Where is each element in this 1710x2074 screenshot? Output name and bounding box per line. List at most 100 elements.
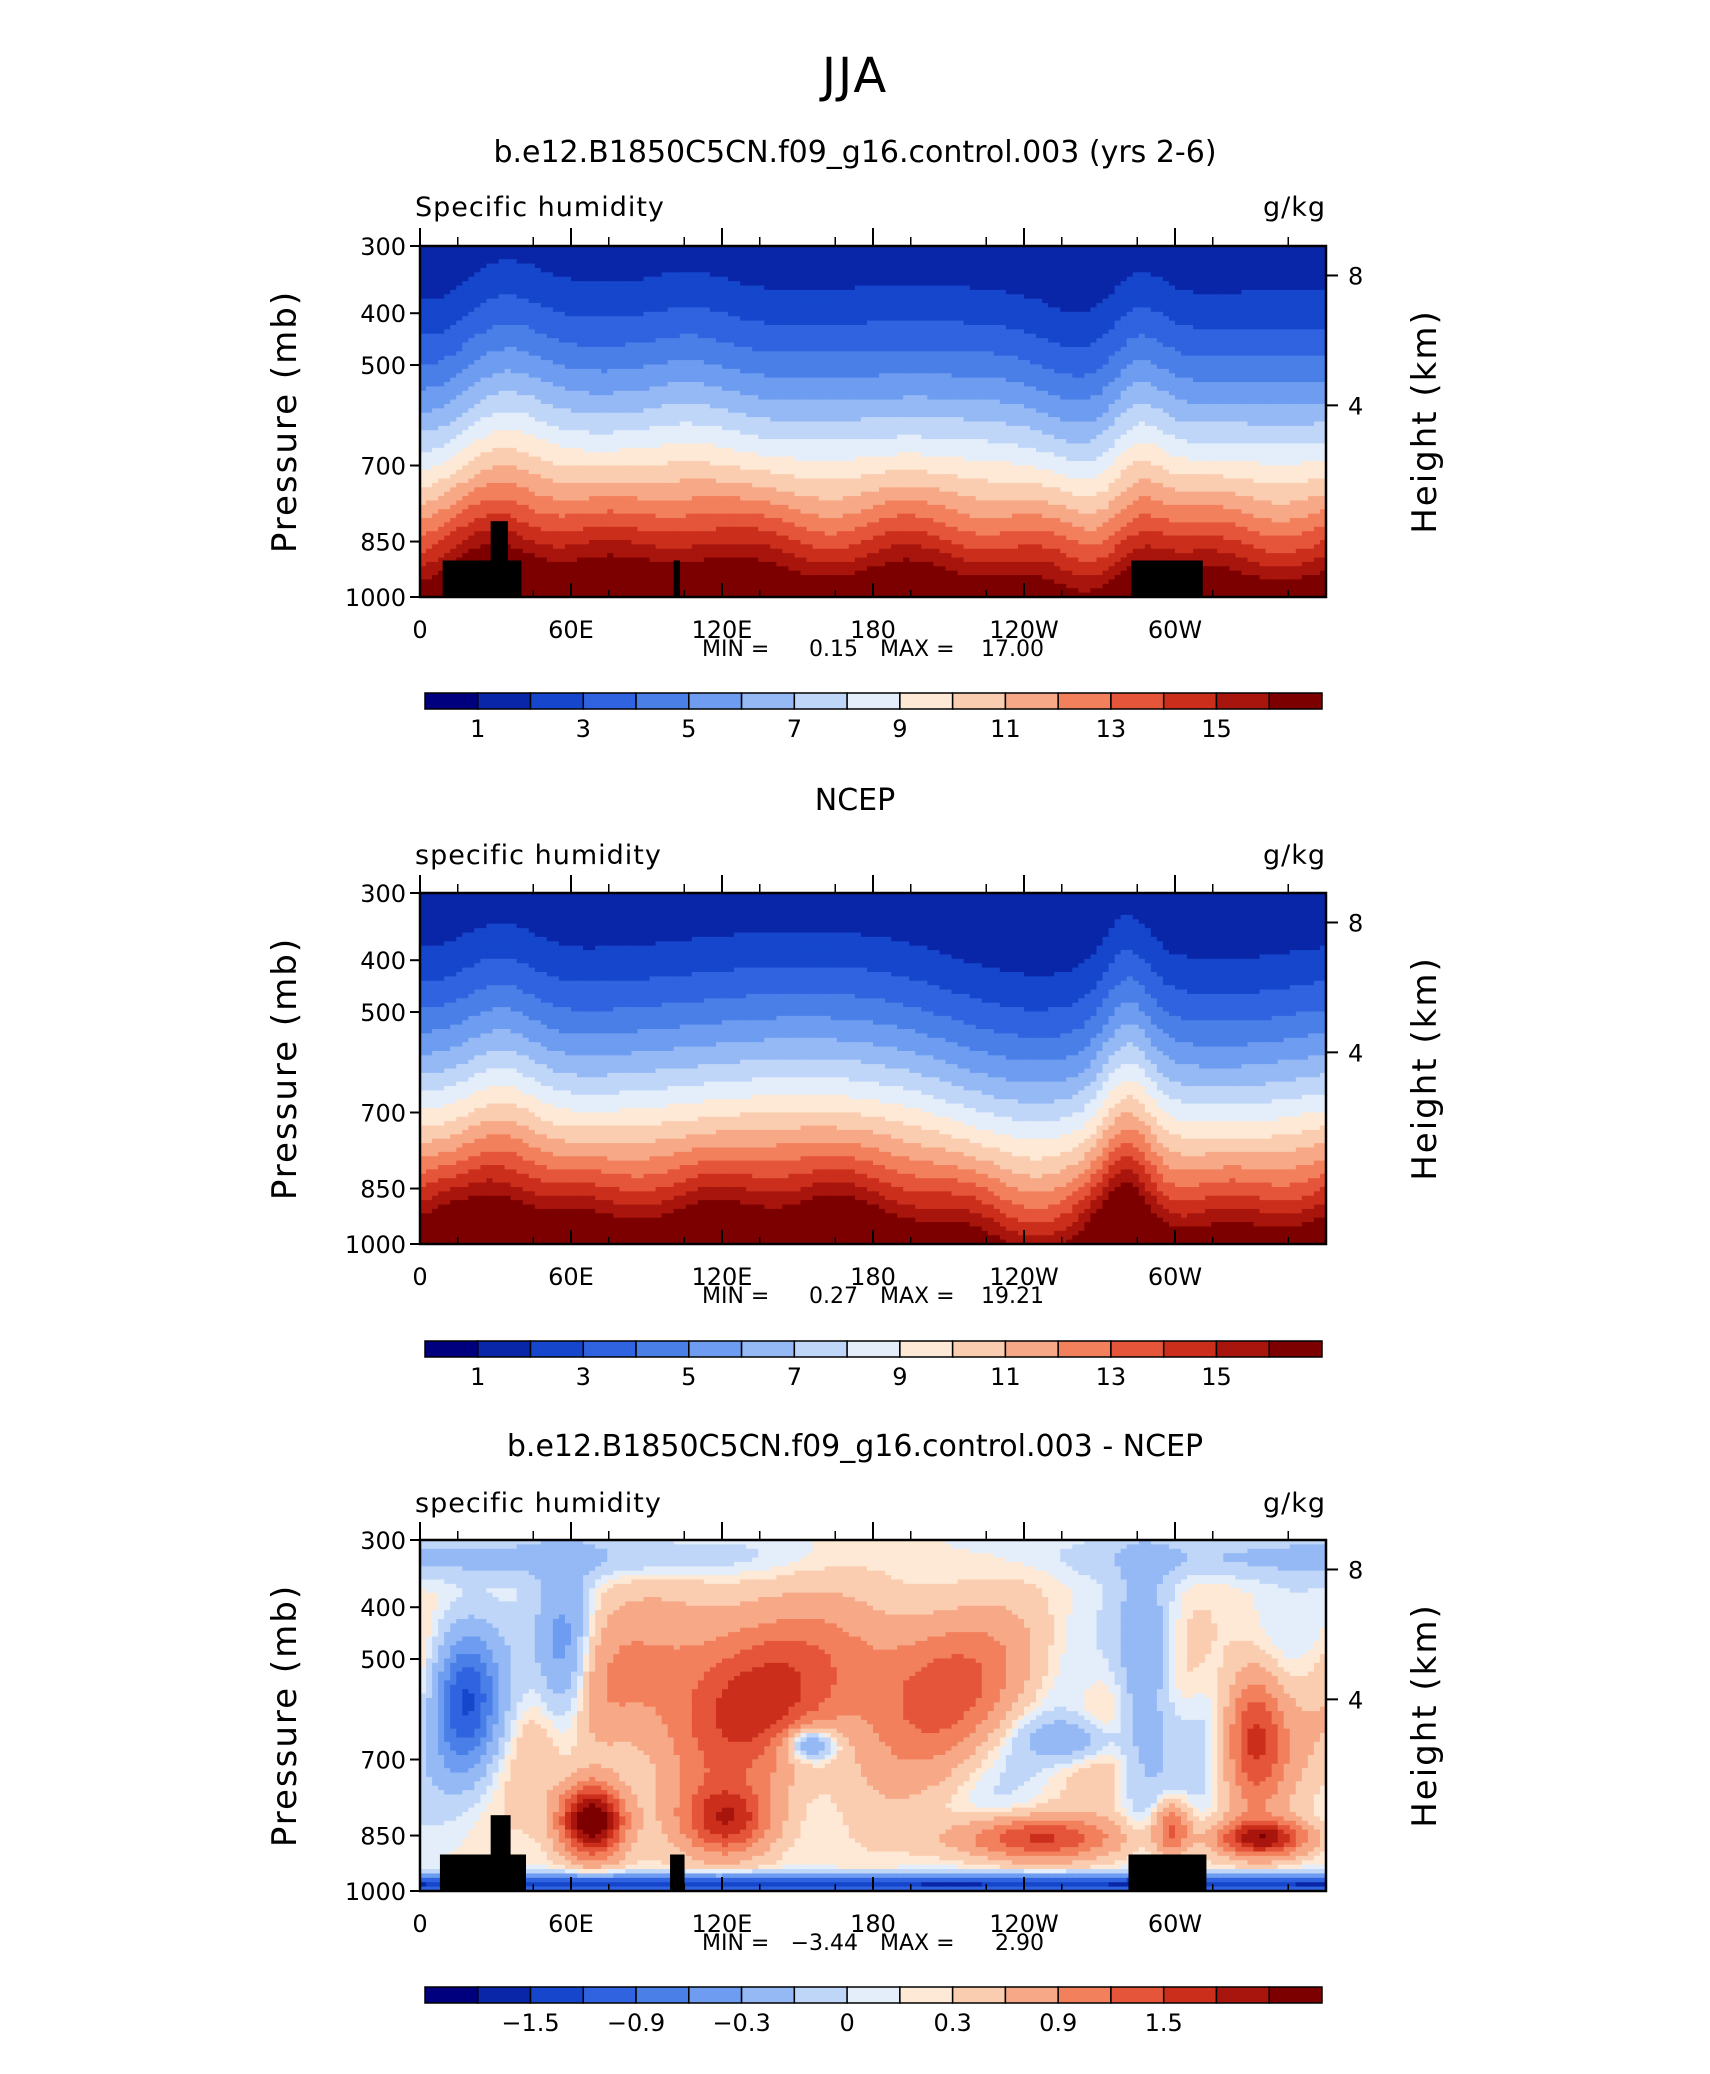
field-cell — [1042, 276, 1049, 282]
field-cell — [649, 377, 657, 383]
field-cell — [667, 259, 675, 265]
field-cell — [1205, 281, 1212, 287]
field-cell — [1114, 320, 1122, 326]
field-cell — [1030, 289, 1037, 295]
field-cell — [740, 285, 747, 291]
field-cell — [1138, 311, 1146, 317]
field-cell — [987, 263, 995, 269]
field-cell — [764, 320, 771, 326]
field-cell — [782, 294, 790, 300]
field-cell — [981, 342, 989, 348]
field-cell — [540, 276, 548, 282]
field-cell — [1156, 360, 1164, 366]
field-cell — [1319, 285, 1327, 291]
field-cell — [558, 254, 566, 260]
field-cell — [1283, 289, 1291, 295]
field-cell — [552, 364, 560, 370]
field-cell — [456, 355, 463, 361]
field-cell — [812, 272, 820, 278]
field-cell — [1253, 377, 1261, 383]
field-cell — [1084, 298, 1092, 304]
field-cell — [836, 272, 844, 278]
field-cell — [1175, 250, 1182, 256]
field-cell — [987, 316, 995, 322]
field-cell — [673, 360, 681, 366]
field-cell — [450, 298, 457, 304]
field-cell — [1175, 311, 1182, 317]
field-cell — [1162, 333, 1170, 339]
field-cell — [1307, 355, 1315, 361]
field-cell — [1090, 351, 1098, 357]
field-cell — [1271, 281, 1279, 287]
field-cell — [1096, 386, 1104, 392]
field-cell — [866, 316, 874, 322]
field-cell — [854, 250, 862, 256]
field-cell — [1036, 333, 1043, 339]
field-cell — [1247, 267, 1255, 273]
field-cell — [673, 298, 681, 304]
field-cell — [1247, 246, 1255, 251]
field-cell — [1048, 351, 1055, 357]
field-cell — [1187, 281, 1194, 287]
field-cell — [1199, 307, 1206, 313]
field-cell — [510, 263, 518, 269]
field-cell — [1289, 355, 1297, 361]
field-cell — [1247, 320, 1255, 326]
field-cell — [1017, 316, 1025, 322]
field-cell — [818, 364, 826, 370]
field-cell — [540, 303, 548, 309]
field-cell — [1011, 303, 1019, 309]
field-cell — [691, 254, 699, 260]
field-cell — [1283, 298, 1291, 304]
field-cell — [426, 373, 433, 379]
field-cell — [939, 320, 947, 326]
field-cell — [806, 333, 814, 339]
field-cell — [1120, 324, 1128, 330]
field-cell — [824, 368, 832, 374]
field-cell — [963, 267, 971, 273]
field-cell — [1205, 360, 1212, 366]
field-cell — [1072, 311, 1079, 317]
field-cell — [420, 259, 427, 265]
field-cell — [1283, 285, 1291, 291]
field-cell — [1120, 294, 1128, 300]
field-cell — [782, 382, 790, 387]
field-cell — [1024, 320, 1031, 326]
field-cell — [963, 355, 971, 361]
field-cell — [1048, 272, 1055, 278]
field-cell — [564, 254, 572, 260]
field-cell — [589, 311, 596, 317]
field-cell — [601, 373, 608, 379]
field-cell — [879, 329, 886, 335]
field-cell — [474, 386, 481, 392]
field-cell — [1017, 368, 1025, 374]
field-cell — [836, 360, 844, 366]
field-cell — [1313, 342, 1321, 348]
field-cell — [577, 320, 584, 326]
field-cell — [703, 382, 711, 387]
field-cell — [848, 246, 856, 251]
field-cell — [776, 368, 783, 374]
field-cell — [1150, 373, 1158, 379]
field-cell — [673, 259, 681, 265]
field-cell — [1241, 289, 1249, 295]
field-cell — [1247, 259, 1255, 265]
field-cell — [619, 272, 626, 278]
field-cell — [879, 276, 886, 282]
field-cell — [438, 246, 445, 251]
field-cell — [679, 289, 687, 295]
field-cell — [1211, 267, 1218, 273]
field-cell — [776, 364, 783, 370]
field-cell — [649, 342, 657, 348]
field-cell — [1036, 364, 1043, 370]
field-cell — [848, 311, 856, 317]
field-cell — [474, 338, 481, 344]
field-cell — [1048, 329, 1055, 335]
field-cell — [1162, 382, 1170, 387]
field-cell — [746, 289, 753, 295]
field-cell — [456, 386, 463, 392]
field-cell — [1090, 338, 1098, 344]
field-cell — [1265, 377, 1273, 383]
field-cell — [1319, 333, 1327, 339]
field-cell — [981, 316, 989, 322]
